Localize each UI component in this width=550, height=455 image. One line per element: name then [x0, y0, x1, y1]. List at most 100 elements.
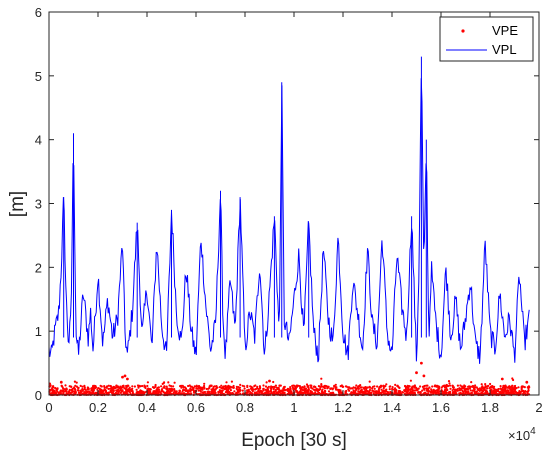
vpe-point — [376, 392, 379, 395]
vpe-point — [313, 385, 316, 388]
vpe-point — [246, 384, 249, 387]
vpe-point — [527, 389, 530, 392]
vpe-point — [137, 386, 140, 389]
vpe-point — [401, 391, 404, 394]
vpe-point — [59, 390, 62, 393]
vpe-point — [112, 390, 115, 393]
vpe-point — [352, 392, 355, 395]
vpe-point — [454, 388, 457, 391]
vpe-point — [297, 384, 300, 387]
vpe-point — [250, 387, 253, 390]
vpe-point — [51, 385, 55, 388]
vpe-point — [502, 391, 505, 395]
vpe-point — [126, 385, 129, 388]
vpe-point — [269, 387, 272, 390]
vpe-point — [507, 386, 510, 389]
vpe-point — [152, 390, 155, 393]
vpe-point — [181, 390, 184, 393]
vpe-point — [316, 388, 319, 391]
vpe-point — [239, 383, 242, 386]
vpe-point — [485, 390, 488, 393]
vpe-point — [93, 392, 96, 395]
vpe-point — [379, 392, 382, 395]
vpe-point — [425, 389, 428, 392]
vpe-point — [165, 385, 168, 388]
vpe-point — [76, 389, 79, 392]
vpe-point — [105, 392, 109, 395]
plot-frame — [48, 11, 540, 396]
vpe-point — [163, 391, 166, 394]
vpe-point — [468, 387, 471, 390]
x-tick-label: 0 — [45, 400, 52, 415]
vpe-point — [271, 385, 274, 389]
vpe-point — [197, 389, 200, 392]
vpe-point — [347, 386, 350, 389]
vpe-point — [449, 392, 452, 395]
vpe-point — [363, 390, 366, 393]
vpe-point — [228, 385, 231, 388]
vpe-point — [227, 388, 230, 391]
vpe-point — [510, 391, 513, 394]
vpe-point — [267, 389, 270, 392]
vpe-point — [69, 385, 72, 388]
vpe-point — [377, 389, 381, 393]
vpe-point — [210, 388, 213, 391]
vpe-point — [486, 387, 489, 390]
vpe-point — [528, 386, 531, 389]
vpe-point — [168, 391, 171, 394]
vpe-point — [97, 387, 100, 390]
vpe-point — [380, 385, 383, 388]
vpe-point — [375, 390, 378, 393]
vpe-point — [79, 384, 82, 387]
vpe-point — [206, 392, 209, 395]
vpe-point — [268, 392, 272, 395]
vpe-point — [492, 387, 495, 390]
vpe-point — [421, 389, 424, 392]
vpe-point — [139, 391, 142, 394]
vpe-point — [426, 387, 429, 390]
vpe-point — [235, 392, 238, 395]
vpe-point — [199, 390, 202, 393]
vpe-point — [356, 387, 359, 390]
vpe-point — [195, 385, 198, 388]
vpe-point — [267, 385, 270, 388]
vpe-point — [475, 392, 478, 395]
vpe-point — [513, 388, 517, 391]
legend-vpe-marker — [461, 29, 465, 33]
vpe-point — [417, 391, 420, 394]
vpe-point — [188, 392, 191, 395]
legend-box — [439, 16, 534, 62]
axes: 0 0.2 0.4 0.6 0.8 1 1.2 1.4 1.6 1.8 2 0 1 2 3 4 5 6 — [35, 5, 543, 415]
vpe-point — [405, 390, 408, 393]
vpe-point — [378, 385, 381, 388]
vpe-point — [272, 387, 275, 391]
vpe-point — [511, 384, 514, 387]
vpe-point — [320, 384, 323, 387]
vpe-point — [470, 391, 473, 394]
vpe-point — [447, 384, 450, 388]
vpe-point — [163, 385, 166, 388]
vpe-point — [193, 391, 196, 394]
vpe-point — [456, 384, 459, 387]
vpe-point — [314, 391, 317, 394]
vpe-point — [92, 392, 95, 395]
vpe-point — [364, 386, 367, 389]
vpe-point — [77, 386, 80, 389]
vpe-point — [125, 392, 129, 395]
vpe-point — [395, 391, 398, 395]
vpe-point — [502, 385, 505, 388]
vpe-point — [156, 388, 159, 392]
vpe-point — [262, 384, 265, 387]
vpe-point — [372, 390, 375, 393]
vpe-point — [203, 384, 206, 388]
vpe-point — [443, 389, 446, 392]
vpe-point — [509, 391, 512, 394]
vpe-point — [217, 390, 220, 394]
vpe-point — [175, 390, 178, 393]
vpe-point — [180, 386, 183, 389]
vpe-point — [173, 388, 176, 391]
vpe-point — [274, 389, 277, 392]
vpe-outlier-point — [500, 377, 504, 381]
vpe-point — [386, 390, 389, 394]
vpe-point — [291, 384, 294, 387]
